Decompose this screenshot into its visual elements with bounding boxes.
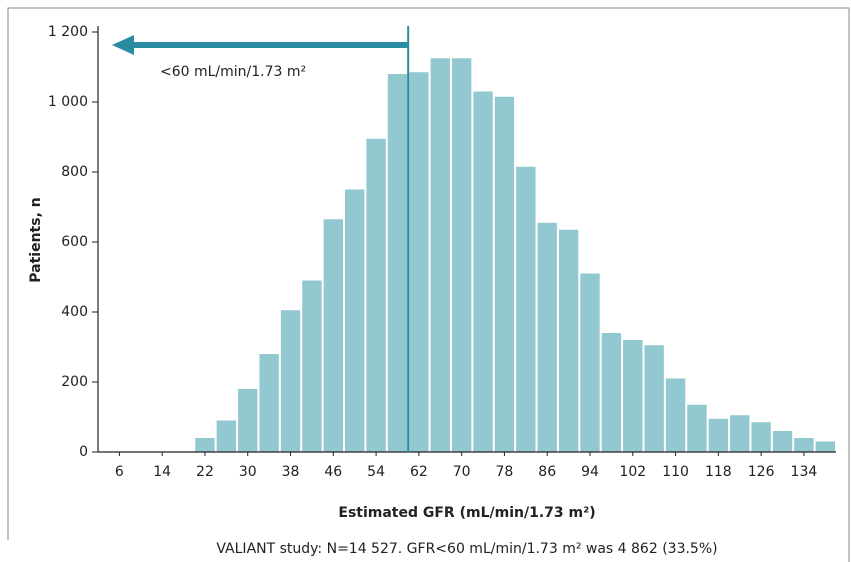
x-axis-label: Estimated GFR (mL/min/1.73 m²) [338, 505, 595, 521]
arrow-head [112, 35, 134, 55]
x-tick-label: 30 [239, 464, 257, 480]
x-tick-label: 102 [619, 464, 646, 480]
y-axis-label: Patients, n [28, 197, 44, 282]
y-tick-label: 800 [61, 164, 88, 180]
y-tick-label: 600 [61, 234, 88, 250]
frame [7, 7, 850, 562]
bar [195, 438, 215, 452]
x-tick-label: 94 [581, 464, 599, 480]
bar [345, 189, 365, 452]
bar [323, 219, 343, 452]
bar [451, 58, 472, 452]
x-tick-label: 6 [115, 464, 124, 480]
x-tick-label: 22 [196, 464, 214, 480]
bar [238, 389, 258, 452]
bar [751, 422, 771, 452]
bar [601, 333, 622, 452]
x-tick-label: 46 [324, 464, 342, 480]
x-tick-label: 62 [410, 464, 428, 480]
bar [644, 345, 664, 452]
bar [516, 166, 536, 452]
bar [772, 431, 793, 452]
bar [794, 438, 814, 452]
x-tick-label: 110 [662, 464, 689, 480]
y-tick-label: 200 [61, 374, 88, 390]
bar [580, 273, 600, 452]
y-tick-label: 400 [61, 304, 88, 320]
annotation: <60 mL/min/1.73 m² [160, 64, 306, 80]
bar [494, 96, 515, 452]
bar [259, 354, 279, 452]
bar [216, 420, 237, 452]
bar [387, 74, 408, 452]
bar [708, 418, 729, 452]
bar [665, 378, 686, 452]
bar [302, 280, 322, 452]
x-tick-label: 38 [282, 464, 300, 480]
bar [409, 72, 429, 452]
x-tick-label: 86 [538, 464, 556, 480]
x-tick-label: 126 [748, 464, 775, 480]
bar [687, 404, 707, 452]
x-tick-label: 14 [153, 464, 171, 480]
bar [430, 58, 450, 452]
x-tick-label: 78 [496, 464, 514, 480]
x-tick-label: 134 [791, 464, 818, 480]
y-tick-label: 1 000 [48, 94, 88, 110]
x-tick-label: 54 [367, 464, 385, 480]
y-tick-label: 1 200 [48, 24, 88, 40]
bar [366, 138, 386, 452]
x-tick-label: 118 [705, 464, 732, 480]
bar [815, 441, 835, 452]
y-tick-label: 0 [79, 444, 88, 460]
bar [558, 229, 579, 452]
bar [537, 222, 557, 452]
bar [280, 310, 301, 452]
bar [730, 415, 750, 452]
bar [473, 91, 493, 452]
x-tick-label: 70 [453, 464, 471, 480]
bar [623, 340, 643, 452]
footnote: VALIANT study: N=14 527. GFR<60 mL/min/1… [216, 541, 717, 557]
